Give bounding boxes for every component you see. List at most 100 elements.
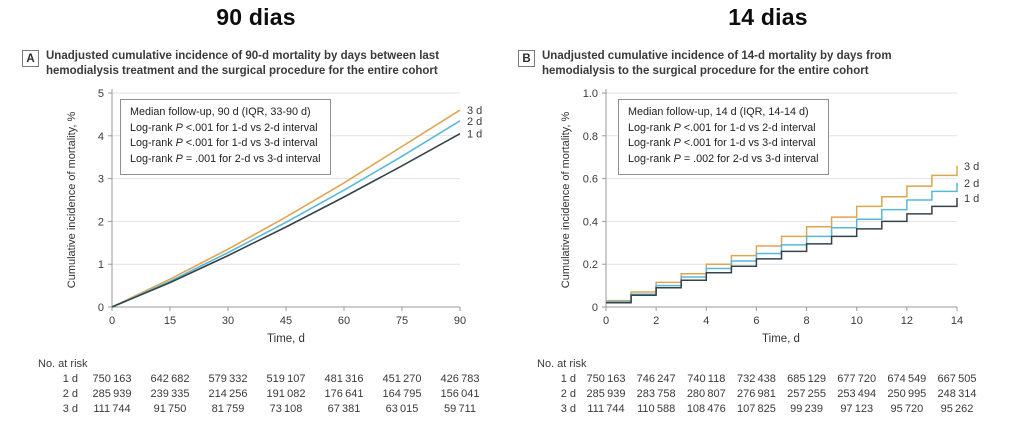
risk-value: 481 316 xyxy=(325,373,364,385)
x-tick-label: 15 xyxy=(164,315,176,327)
legend-line: Log-rank P <.001 for 1-d vs 2-d interval xyxy=(130,121,318,134)
series-2d xyxy=(606,182,958,303)
risk-value: 253 494 xyxy=(837,388,876,400)
y-tick-label: 4 xyxy=(98,131,104,143)
x-tick-label: 14 xyxy=(951,315,963,327)
panel-a-caption: Unadjusted cumulative incidence of 90-d … xyxy=(46,49,439,79)
legend-box-a: Median follow-up, 90 d (IQR, 33-90 d) Log… xyxy=(120,99,331,175)
risk-value: 67 381 xyxy=(328,403,361,415)
series-end-label: 3 d xyxy=(467,105,482,117)
y-tick-label: 1 xyxy=(98,259,104,271)
panel-a-header: 90 dias xyxy=(216,4,296,30)
risk-value: 451 270 xyxy=(383,373,422,385)
legend-line: Log-rank P <.001 for 1-d vs 3-d interval xyxy=(130,137,318,150)
y-tick-label: 3 xyxy=(98,174,104,186)
legend-line: Median follow-up, 90 d (IQR, 33-90 d) xyxy=(130,106,311,118)
risk-value: 519 107 xyxy=(267,373,306,385)
risk-value: 73 108 xyxy=(270,403,303,415)
risk-value: 746 247 xyxy=(637,373,676,385)
risk-value: 111 744 xyxy=(93,403,130,415)
risk-table-title: No. at risk xyxy=(537,358,587,370)
risk-value: 97 123 xyxy=(840,403,873,415)
y-tick-label: 2 xyxy=(98,216,104,228)
x-tick-label: 90 xyxy=(454,315,466,327)
x-tick-label: 0 xyxy=(603,315,609,327)
y-tick-label: 0 xyxy=(98,302,104,314)
x-tick-label: 2 xyxy=(653,315,659,327)
risk-row-label: 3 d xyxy=(63,403,78,415)
x-tick-label: 4 xyxy=(703,315,709,327)
y-tick-label: 0.8 xyxy=(583,131,598,143)
risk-value: 685 129 xyxy=(787,373,826,385)
risk-value: 285 939 xyxy=(587,388,626,400)
risk-value: 95 262 xyxy=(941,403,974,415)
panel-a-caption-row: A Unadjusted cumulative incidence of 90-… xyxy=(22,49,439,79)
x-tick-label: 75 xyxy=(396,315,408,327)
x-tick-label: 10 xyxy=(851,315,863,327)
risk-row-label: 3 d xyxy=(561,403,576,415)
risk-value: 732 438 xyxy=(737,373,776,385)
x-tick-label: 6 xyxy=(753,315,759,327)
x-tick-label: 8 xyxy=(804,315,810,327)
panel-b-label-badge: B xyxy=(518,50,535,67)
risk-value: 250 995 xyxy=(887,388,926,400)
x-tick-label: 45 xyxy=(280,315,292,327)
x-tick-label: 30 xyxy=(222,315,234,327)
legend-line: Log-rank P <.001 for 1-d vs 2-d interval xyxy=(628,121,816,134)
risk-value: 257 255 xyxy=(787,388,826,400)
risk-value: 642 682 xyxy=(151,373,190,385)
risk-value: 667 505 xyxy=(938,373,977,385)
y-tick-label: 5 xyxy=(98,88,104,100)
panel-a: 90 dias A Unadjusted cumulative incidenc… xyxy=(22,4,482,415)
x-tick-label: 60 xyxy=(338,315,350,327)
series-end-label: 2 d xyxy=(964,178,979,190)
series-2d xyxy=(111,120,461,308)
x-tick-label: 12 xyxy=(901,315,913,327)
risk-value: 750 163 xyxy=(587,373,626,385)
risk-value: 107 825 xyxy=(737,403,776,415)
caption-line-2: hemodialysis treatment and the surgical … xyxy=(46,64,438,77)
series-end-label: 3 d xyxy=(964,161,979,173)
y-tick-label: 0 xyxy=(592,302,598,314)
chart-b-plot: 0 0.2 0.4 0.6 0.8 1.0 0 2 4 6 8 10 12 14 3 d 2 d 1 d No. … xyxy=(537,88,979,415)
risk-value: 674 549 xyxy=(887,373,926,385)
caption-line-1: Unadjusted cumulative incidence of 14-d … xyxy=(542,50,892,62)
risk-value: 111 744 xyxy=(587,403,624,415)
y-tick-label: 0.4 xyxy=(583,216,598,228)
risk-value: 214 256 xyxy=(209,388,248,400)
risk-value: 91 750 xyxy=(154,403,187,415)
risk-value: 239 335 xyxy=(151,388,190,400)
risk-value: 280 807 xyxy=(687,388,726,400)
risk-value: 99 239 xyxy=(790,403,823,415)
risk-row-label: 1 d xyxy=(63,373,78,385)
risk-value: 110 588 xyxy=(637,403,675,415)
series-3d xyxy=(606,165,958,302)
risk-row-label: 2 d xyxy=(561,388,576,400)
risk-value: 176 641 xyxy=(325,388,364,400)
legend-line: Median follow-up, 14 d (IQR, 14-14 d) xyxy=(628,106,809,118)
risk-value: 63 015 xyxy=(386,403,419,415)
risk-value: 95 720 xyxy=(890,403,923,415)
risk-value: 108 476 xyxy=(687,403,726,415)
series-1d xyxy=(606,197,958,304)
x-axis-label: Time, d xyxy=(267,333,305,345)
panel-b: 14 dias B Unadjusted cumulative incidenc… xyxy=(512,0,1024,427)
risk-row-label: 1 d xyxy=(561,373,576,385)
risk-value: 248 314 xyxy=(938,388,977,400)
risk-value: 426 783 xyxy=(441,373,480,385)
x-axis-label: Time, d xyxy=(762,333,800,345)
caption-line-2: hemodialysis to the surgical procedure f… xyxy=(542,64,869,77)
caption-line-1: Unadjusted cumulative incidence of 90-d … xyxy=(46,50,440,62)
risk-value: 164 795 xyxy=(383,388,422,400)
legend-line: Log-rank P = .001 for 2-d vs 3-d interva… xyxy=(130,152,321,165)
x-tick-label: 0 xyxy=(109,315,115,327)
y-tick-label: 0.6 xyxy=(583,174,598,186)
y-tick-label: 1.0 xyxy=(583,88,598,100)
panel-b-caption-row: B Unadjusted cumulative incidence of 14-… xyxy=(518,49,892,79)
risk-value: 191 082 xyxy=(267,388,306,400)
risk-value: 750 163 xyxy=(93,373,132,385)
risk-table-title: No. at risk xyxy=(38,358,88,370)
series-end-label: 1 d xyxy=(964,193,979,205)
